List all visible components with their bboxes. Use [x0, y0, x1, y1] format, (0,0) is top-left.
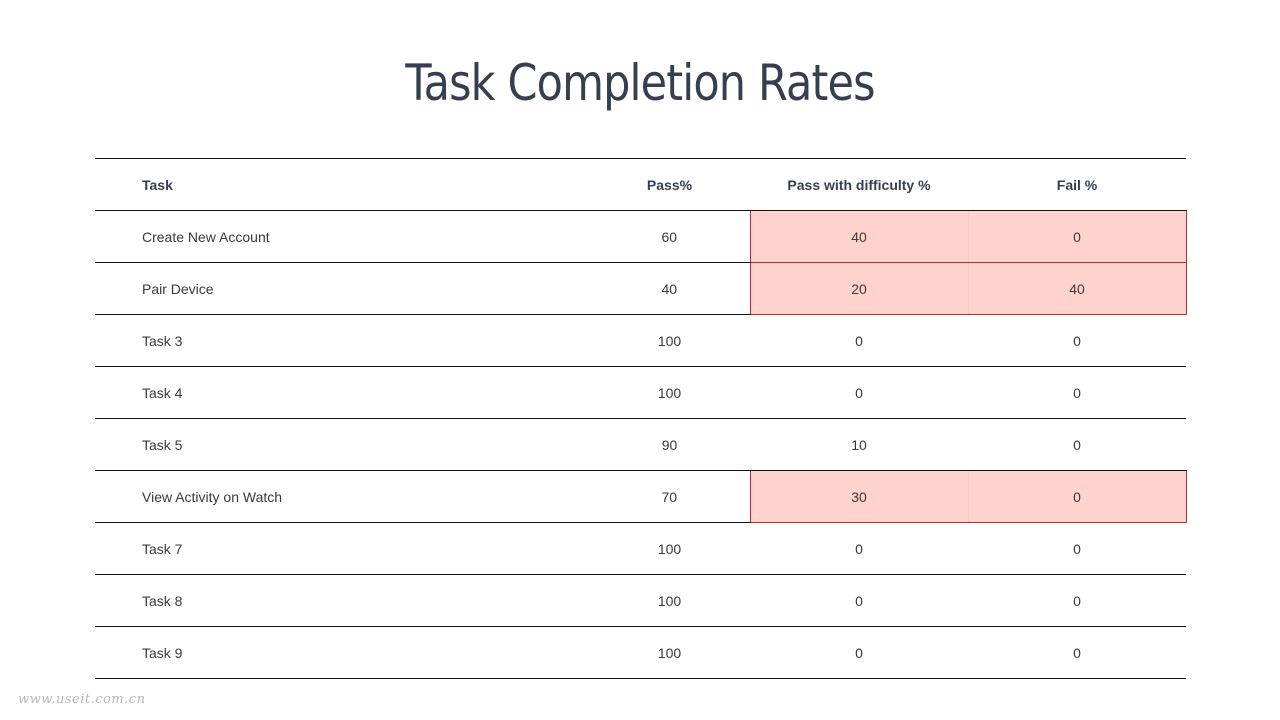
difficulty-value: 0 [750, 366, 968, 419]
difficulty-value: 0 [750, 314, 968, 367]
header-pass: Pass% [589, 158, 750, 211]
table-row: Create New Account 60 40 0 [95, 210, 1187, 263]
pass-value: 40 [589, 262, 750, 315]
table-row: View Activity on Watch 70 30 0 [95, 470, 1187, 523]
task-name: Task 4 [95, 366, 589, 419]
task-name: View Activity on Watch [95, 470, 589, 523]
pass-value: 100 [589, 574, 750, 627]
fail-value: 0 [967, 210, 1187, 263]
table-row: Task 3 100 0 0 [95, 314, 1186, 367]
fail-value: 0 [968, 366, 1186, 419]
task-name: Task 9 [95, 626, 589, 679]
table-row: Task 8 100 0 0 [95, 574, 1186, 627]
header-pass-with-difficulty: Pass with difficulty % [750, 158, 968, 211]
pass-value: 70 [589, 470, 750, 523]
fail-value: 0 [968, 314, 1186, 367]
header-fail: Fail % [968, 158, 1186, 211]
fail-value: 40 [967, 262, 1187, 315]
difficulty-value: 30 [749, 470, 968, 523]
table-row: Task 5 90 10 0 [95, 418, 1186, 471]
table-header-row: Task Pass% Pass with difficulty % Fail % [95, 158, 1186, 211]
task-name: Task 5 [95, 418, 589, 471]
table-row: Pair Device 40 20 40 [95, 262, 1187, 315]
difficulty-value: 0 [750, 522, 968, 575]
header-task: Task [95, 158, 589, 211]
fail-value: 0 [968, 626, 1186, 679]
fail-value: 0 [967, 470, 1187, 523]
table-row: Task 7 100 0 0 [95, 522, 1186, 575]
difficulty-value: 0 [750, 574, 968, 627]
difficulty-value: 10 [750, 418, 968, 471]
pass-value: 100 [589, 314, 750, 367]
fail-value: 0 [968, 522, 1186, 575]
task-name: Task 3 [95, 314, 589, 367]
difficulty-value: 0 [750, 626, 968, 679]
fail-value: 0 [968, 418, 1186, 471]
pass-value: 60 [589, 210, 750, 263]
slide-title: Task Completion Rates [405, 54, 875, 112]
pass-value: 100 [589, 366, 750, 419]
pass-value: 90 [589, 418, 750, 471]
fail-value: 0 [968, 574, 1186, 627]
task-name: Task 7 [95, 522, 589, 575]
task-name: Create New Account [95, 210, 589, 263]
task-name: Pair Device [95, 262, 589, 315]
pass-value: 100 [589, 522, 750, 575]
task-completion-table: Task Pass% Pass with difficulty % Fail %… [95, 158, 1187, 679]
pass-value: 100 [589, 626, 750, 679]
difficulty-value: 20 [749, 262, 968, 315]
task-name: Task 8 [95, 574, 589, 627]
table-row: Task 9 100 0 0 [95, 626, 1186, 679]
table-row: Task 4 100 0 0 [95, 366, 1186, 419]
watermark: www.useit.com.cn [18, 692, 146, 707]
difficulty-value: 40 [749, 210, 968, 263]
